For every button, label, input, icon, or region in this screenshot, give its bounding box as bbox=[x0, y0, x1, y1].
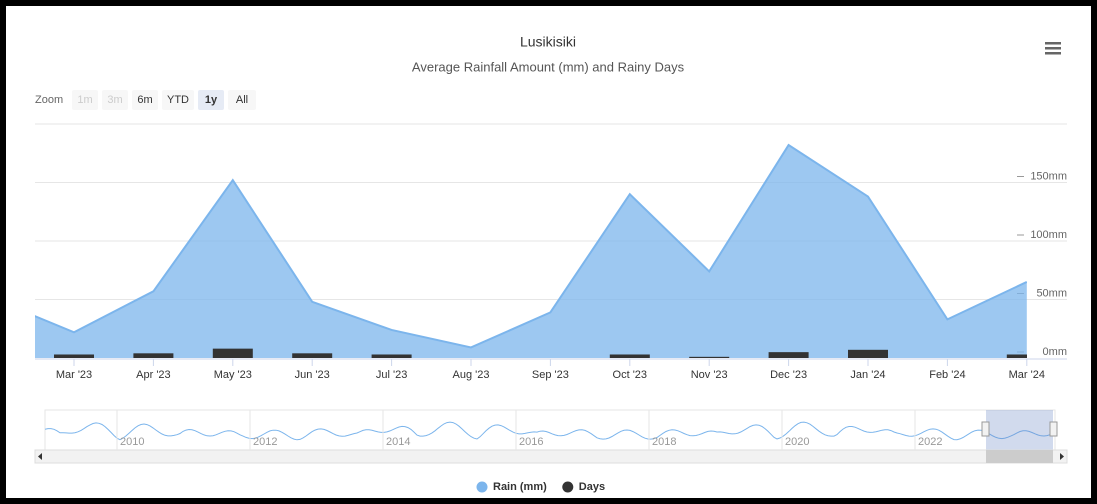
column-series bbox=[54, 348, 1027, 358]
range-selector: 1m 3m 6m YTD 1y All bbox=[72, 90, 256, 110]
x-tick-label: Dec '23 bbox=[770, 369, 807, 381]
button-label: 3m bbox=[107, 94, 122, 106]
legend-item[interactable]: Days bbox=[562, 481, 605, 493]
chart-title: Lusikisiki bbox=[520, 34, 576, 50]
navigator-frame bbox=[44, 409, 1056, 451]
range-button: 1m bbox=[72, 90, 98, 110]
x-tick-label: Sep '23 bbox=[532, 369, 569, 381]
scroll-right[interactable] bbox=[1060, 453, 1064, 460]
x-tick-label: Jul '23 bbox=[376, 369, 407, 381]
button-label: 1y bbox=[205, 94, 218, 106]
button-bg bbox=[102, 90, 128, 110]
y-tick-label: 150mm bbox=[1030, 170, 1067, 182]
rain-line bbox=[35, 143, 1027, 349]
days-bar bbox=[371, 354, 412, 358]
button-bg bbox=[72, 90, 98, 110]
legend-symbol bbox=[476, 481, 488, 493]
navigator-label: 2012 bbox=[253, 436, 277, 448]
scroll-left[interactable] bbox=[38, 453, 42, 460]
range-button[interactable]: 1y bbox=[198, 90, 224, 110]
button-bg bbox=[228, 90, 256, 110]
navigator-label: 2020 bbox=[785, 436, 809, 448]
x-tick-label: Nov '23 bbox=[691, 369, 728, 381]
x-tick-label: Aug '23 bbox=[453, 369, 490, 381]
menu-bar bbox=[1045, 42, 1061, 45]
button-bg bbox=[162, 90, 194, 110]
y-tick-label: 100mm bbox=[1030, 229, 1067, 241]
range-button[interactable]: YTD bbox=[162, 90, 194, 110]
x-tick-label: May '23 bbox=[214, 369, 252, 381]
navigator-handle[interactable] bbox=[1049, 421, 1058, 437]
navigator-label: 2010 bbox=[120, 436, 144, 448]
range-button: 3m bbox=[102, 90, 128, 110]
days-bar bbox=[609, 354, 650, 358]
days-bar bbox=[1006, 354, 1027, 358]
days-bar bbox=[212, 348, 253, 358]
zoom-label: Zoom bbox=[35, 94, 63, 106]
legend-item[interactable]: Rain (mm) bbox=[476, 481, 548, 493]
days-bar bbox=[54, 354, 94, 358]
x-tick-label: Oct '23 bbox=[613, 369, 648, 381]
button-label: All bbox=[236, 94, 248, 106]
navigator bbox=[34, 409, 1068, 464]
y-tick-label: 0mm bbox=[1043, 346, 1067, 358]
scrollbar-track bbox=[34, 449, 1068, 464]
legend-label: Days bbox=[579, 481, 605, 493]
navigator-mask[interactable] bbox=[986, 410, 1053, 450]
scrollbar-thumb[interactable] bbox=[986, 450, 1053, 463]
range-button[interactable]: All bbox=[228, 90, 256, 110]
x-tick-label: Feb '24 bbox=[929, 369, 965, 381]
area-series bbox=[35, 143, 1027, 358]
button-bg bbox=[198, 90, 224, 110]
button-label: 6m bbox=[137, 94, 152, 106]
menu-icon[interactable] bbox=[1045, 42, 1061, 55]
days-bar bbox=[848, 349, 888, 358]
button-label: 1m bbox=[77, 94, 92, 106]
navigator-line bbox=[44, 421, 1054, 441]
x-tick-label: Apr '23 bbox=[136, 369, 171, 381]
y-tick-label: 50mm bbox=[1036, 287, 1067, 299]
menu-bar bbox=[1045, 52, 1061, 55]
x-tick-label: Jan '24 bbox=[850, 369, 885, 381]
navigator-label: 2016 bbox=[519, 436, 543, 448]
x-tick-label: Mar '23 bbox=[56, 369, 92, 381]
navigator-label: 2018 bbox=[652, 436, 676, 448]
chart-subtitle: Average Rainfall Amount (mm) and Rainy D… bbox=[412, 59, 685, 74]
button-bg bbox=[132, 90, 158, 110]
navigator-label: 2022 bbox=[918, 436, 942, 448]
days-bar bbox=[133, 353, 174, 358]
button-label: YTD bbox=[167, 94, 189, 106]
legend-label: Rain (mm) bbox=[493, 481, 547, 493]
legend: Rain (mm) Days bbox=[476, 481, 605, 493]
x-tick-label: Mar '24 bbox=[1009, 369, 1045, 381]
range-button[interactable]: 6m bbox=[132, 90, 158, 110]
rain-area bbox=[35, 145, 1027, 358]
days-bar bbox=[292, 353, 333, 358]
x-tick-label: Jun '23 bbox=[295, 369, 330, 381]
legend-symbol bbox=[562, 481, 574, 493]
navigator-labels: 2010 2012 2014 2016 2018 2020 2022 bbox=[116, 410, 942, 450]
days-bar bbox=[768, 352, 809, 358]
navigator-label: 2014 bbox=[386, 436, 410, 448]
menu-bar bbox=[1045, 47, 1061, 50]
navigator-handle[interactable] bbox=[981, 421, 990, 437]
days-bar bbox=[689, 356, 730, 358]
plot-area: 0mm 50mm 100mm 150mm Mar '23 Apr '23 May '23 Ju… bbox=[35, 143, 1067, 381]
